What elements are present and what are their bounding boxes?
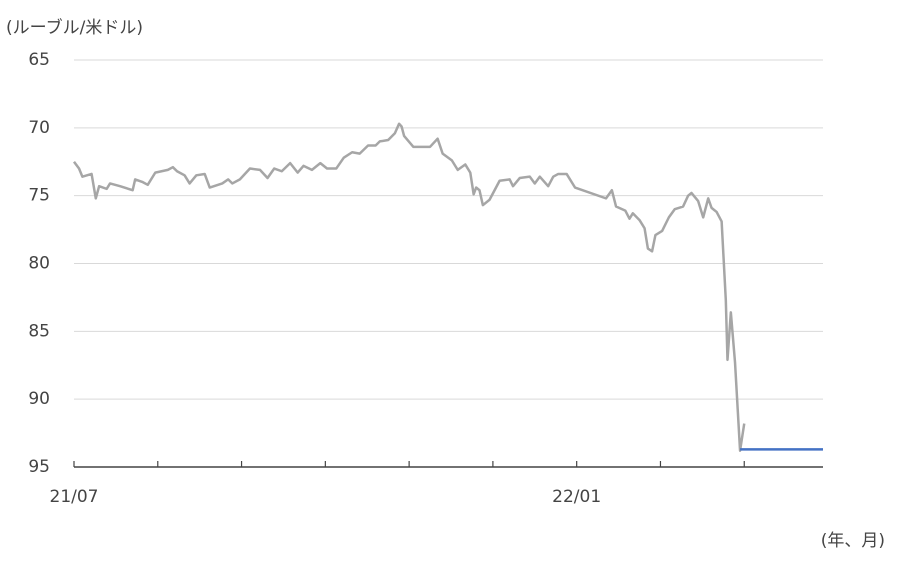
y-tick-label: 75 (28, 186, 50, 206)
line-series (72, 122, 746, 452)
y-tick-label: 65 (28, 50, 50, 70)
y-axis-label: (ルーブル/米ドル) (6, 17, 143, 38)
y-tick-label: 90 (28, 389, 50, 409)
x-axis-label: (年、月) (821, 531, 885, 551)
x-tick-label: 22/01 (552, 487, 601, 507)
x-tick-label: 21/07 (50, 487, 99, 507)
y-tick-label: 85 (28, 321, 50, 341)
y-tick-label: 80 (28, 254, 50, 274)
y-tick-label: 95 (28, 457, 50, 477)
y-tick-label: 70 (28, 118, 50, 138)
